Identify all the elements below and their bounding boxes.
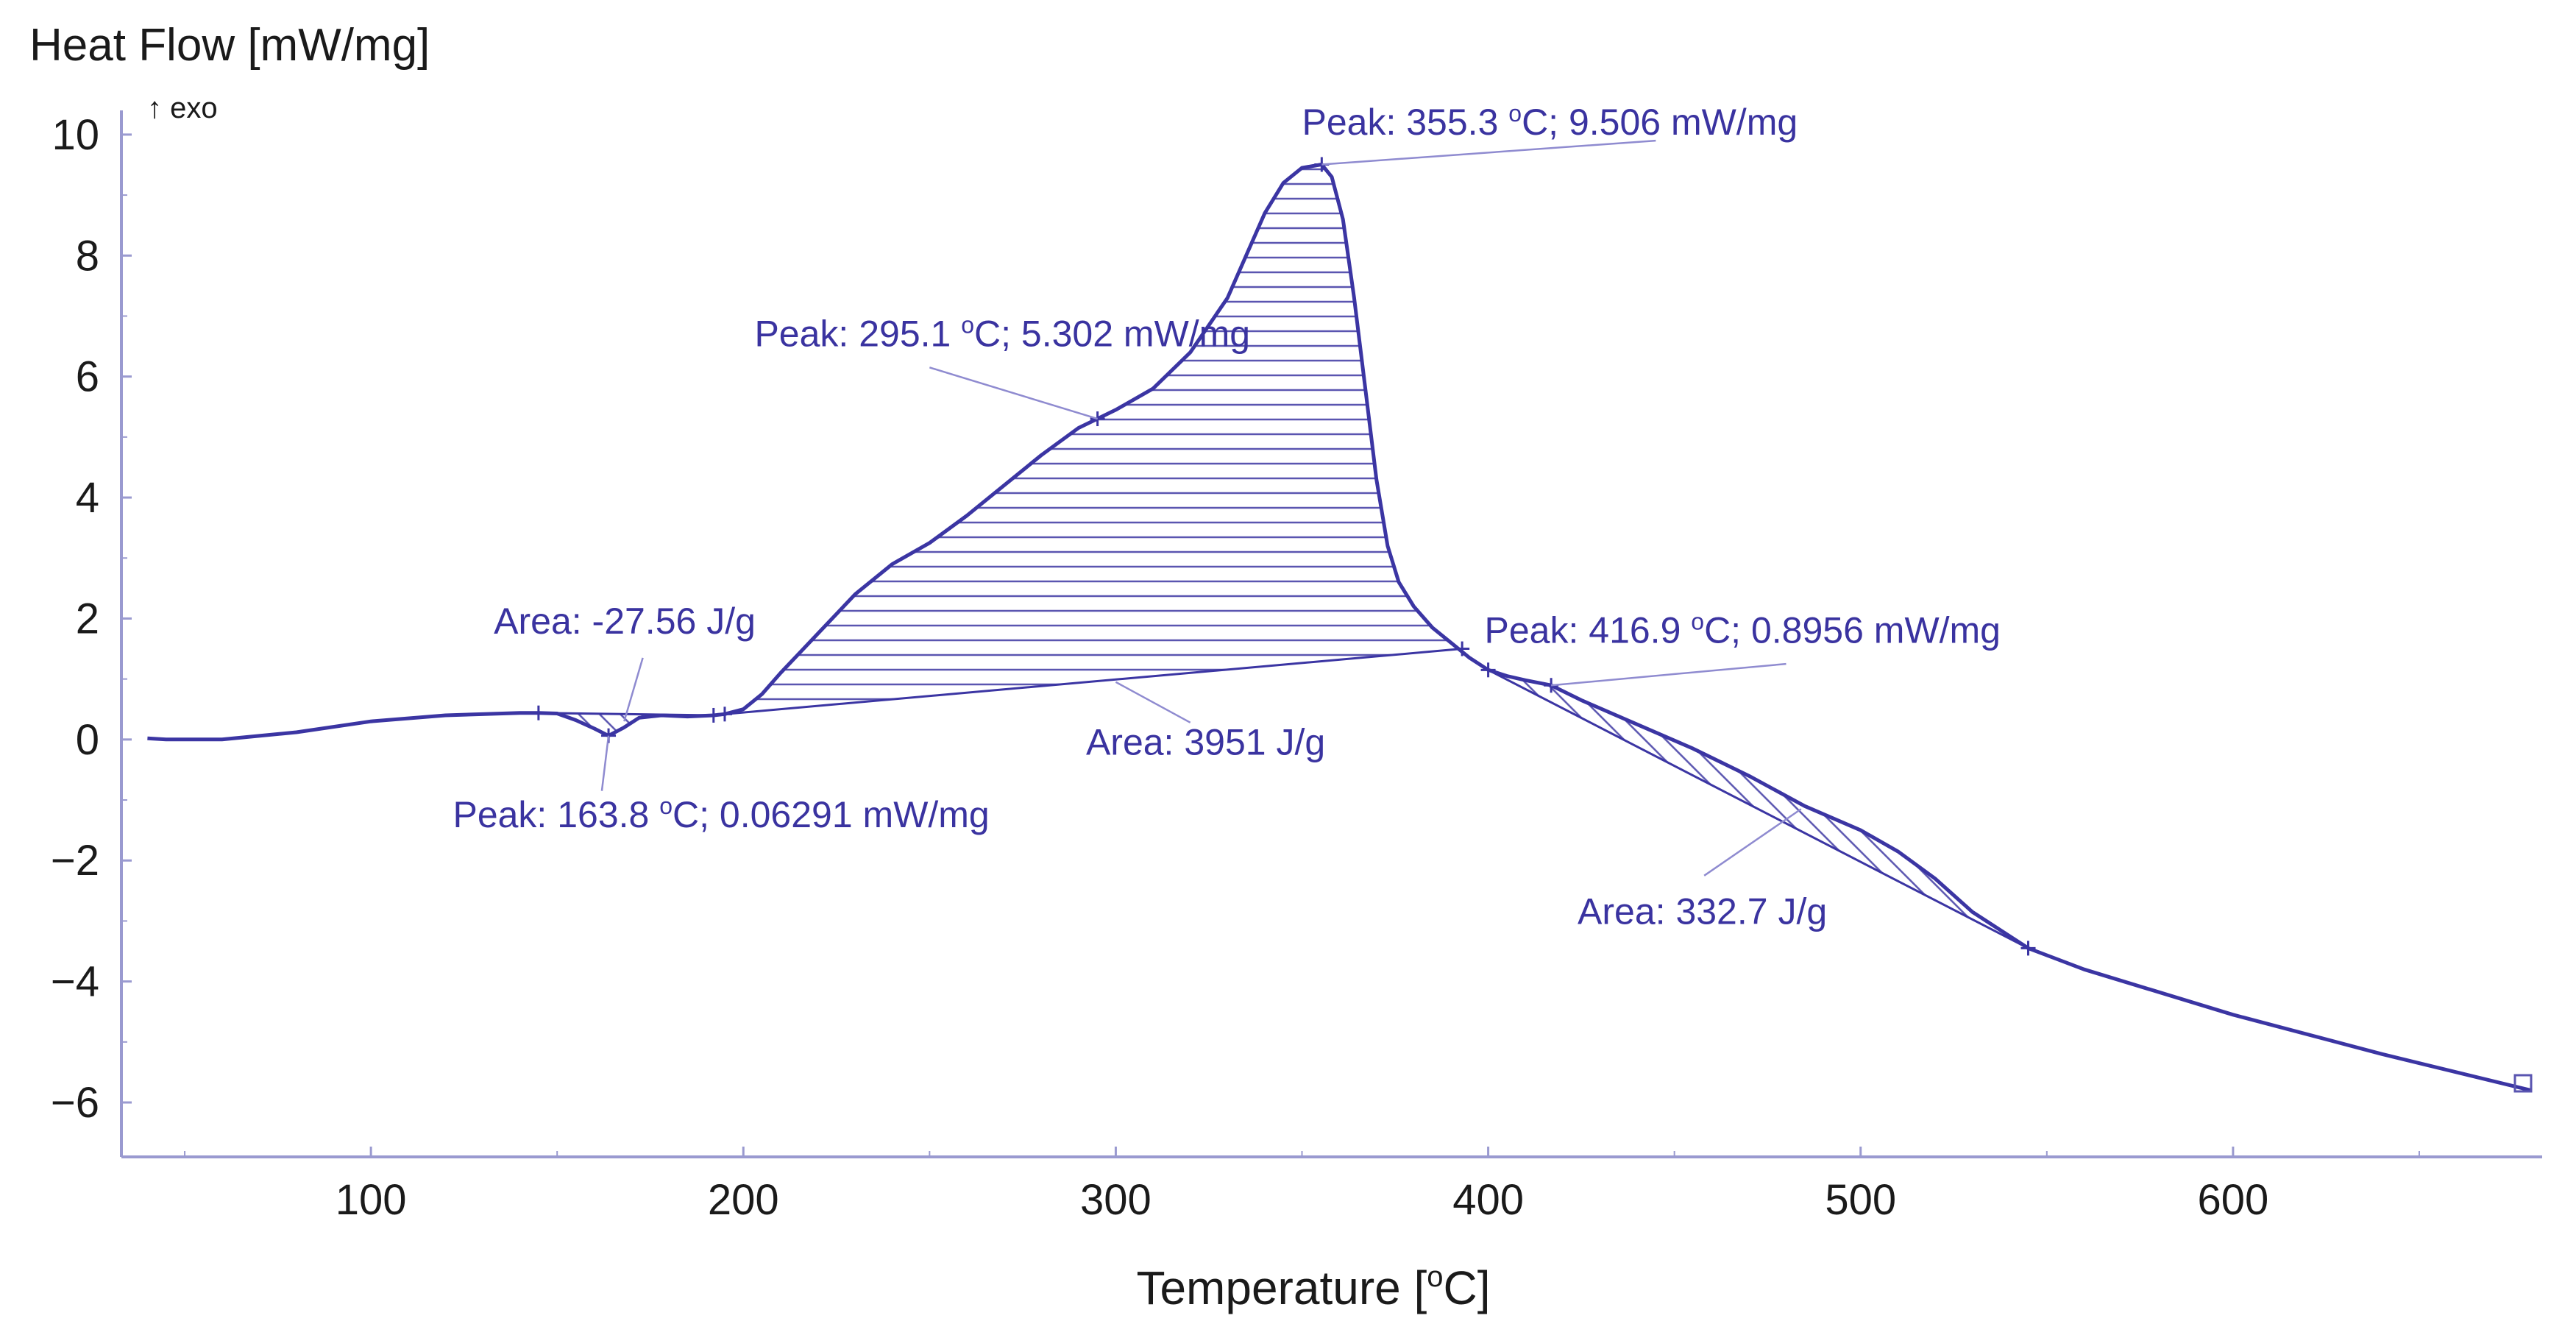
peak-416-leader: [1551, 662, 1786, 687]
y-tick-label-2: 6: [76, 353, 99, 401]
x-tick-label-500: 500: [1825, 1176, 1896, 1224]
axis-ticks: 100 200 300 400 500 600 10 8 6 4 2 0 −2 −4 −6: [51, 111, 2420, 1224]
area-third-baseline: [1487, 668, 2029, 949]
y-axis-title: Heat Flow [mW/mg]: [29, 20, 430, 71]
area-neg-leader: [623, 657, 644, 722]
end-marker-icon: [2513, 1074, 2533, 1093]
x-tick-label-100: 100: [336, 1176, 407, 1224]
area-332-label: Area: 332.7 J/g: [1578, 891, 1827, 932]
peak-355-label: Peak: 355.3 oC; 9.506 mW/mg: [1302, 100, 1798, 143]
exo-label: ↑ exo: [147, 92, 218, 124]
peak-163-leader: [600, 735, 610, 791]
x-axis-title: Temperature [oC]: [1136, 1261, 1490, 1314]
y-tick-label-5: 0: [76, 716, 99, 764]
y-tick-label-0: 10: [52, 111, 99, 159]
area-main-exotherm: [724, 164, 1463, 715]
y-tick-label-1: 8: [76, 232, 99, 280]
y-tick-label-3: 4: [76, 474, 99, 522]
x-tick-label-200: 200: [708, 1176, 779, 1224]
peak-163-label: Peak: 163.8 oC; 0.06291 mW/mg: [453, 793, 989, 835]
x-tick-label-300: 300: [1080, 1176, 1152, 1224]
area-neg-label: Area: -27.56 J/g: [494, 601, 756, 642]
heat-flow-line: [147, 163, 2532, 1093]
annotations: Peak: 355.3 oC; 9.506 mW/mg Peak: 295.1 o…: [453, 100, 2001, 932]
x-tick-label-600: 600: [2198, 1176, 2269, 1224]
x-tick-label-400: 400: [1452, 1176, 1524, 1224]
area-3951-leader: [1115, 681, 1191, 723]
peak-295-leader: [929, 366, 1098, 420]
area-main-exotherm-baseline: [724, 648, 1463, 715]
y-tick-label-8: −6: [51, 1079, 99, 1127]
y-tick-label-4: 2: [76, 595, 99, 642]
y-tick-label-6: −2: [51, 837, 99, 885]
peak-416-label: Peak: 416.9 oC; 0.8956 mW/mg: [1485, 608, 2001, 651]
y-tick-label-7: −4: [51, 958, 99, 1006]
peak-295-label: Peak: 295.1 oC; 5.302 mW/mg: [754, 312, 1250, 355]
peak-355-leader: [1321, 139, 1656, 166]
area-332-leader: [1703, 808, 1802, 877]
area-3951-label: Area: 3951 J/g: [1086, 721, 1325, 762]
